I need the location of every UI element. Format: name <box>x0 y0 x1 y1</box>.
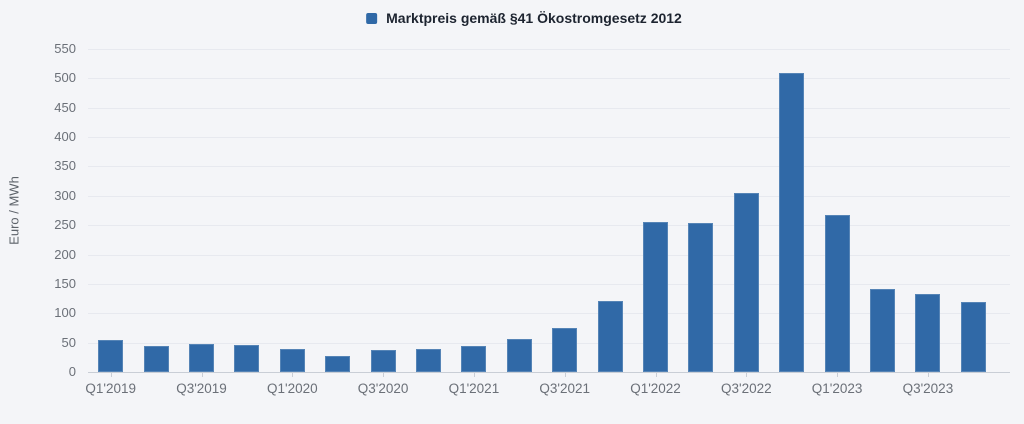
bar-q1-2020[interactable] <box>279 348 305 372</box>
bar-q4-2023[interactable] <box>960 302 986 372</box>
gridline-500 <box>88 78 1010 80</box>
gridline-550 <box>88 49 1010 50</box>
bar-q2-2019[interactable] <box>143 346 169 372</box>
gridline-150 <box>88 283 1010 285</box>
y-tick-label-250: 250 <box>54 217 76 233</box>
bar-q4-2020[interactable] <box>416 349 441 372</box>
bar-q2-2020[interactable] <box>325 355 351 372</box>
bar-q2-2023[interactable] <box>870 288 895 372</box>
x-tick-q1-2021 <box>473 372 475 377</box>
x-tick-label-q1-2023: Q1'2023 <box>811 381 863 396</box>
bar-q1-2022[interactable] <box>643 222 668 372</box>
x-tick-q3-2020 <box>383 372 385 377</box>
bar-q3-2020[interactable] <box>370 350 396 372</box>
y-tick-label-350: 350 <box>54 158 76 174</box>
x-tick-q1-2022 <box>655 372 657 377</box>
legend-series-marker-icon <box>366 12 378 24</box>
x-tick-q3-2022 <box>746 372 748 377</box>
plot-area <box>88 49 1010 377</box>
y-tick-label-150: 150 <box>54 275 76 291</box>
legend-item[interactable]: Marktpreis gemäß §41 Ökostromgesetz 2012 <box>366 10 682 26</box>
x-tick-label-q3-2023: Q3'2023 <box>902 381 954 396</box>
bar-q4-2019[interactable] <box>234 345 260 372</box>
bar-q3-2023[interactable] <box>915 294 941 372</box>
bar-q2-2022[interactable] <box>688 223 714 372</box>
x-tick-label-q3-2022: Q3'2022 <box>720 381 772 396</box>
x-tick-q3-2021 <box>564 372 566 377</box>
gridline-50 <box>88 342 1010 344</box>
gridline-200 <box>88 254 1010 256</box>
y-tick-label-400: 400 <box>54 129 76 145</box>
x-axis-line <box>88 372 1010 373</box>
x-tick-label-q3-2020: Q3'2020 <box>357 381 409 396</box>
y-tick-label-200: 200 <box>54 246 76 262</box>
gridline-250 <box>88 225 1010 227</box>
x-tick-label-q1-2020: Q1'2020 <box>266 381 318 396</box>
y-tick-label-550: 550 <box>54 41 76 56</box>
bar-q1-2019[interactable] <box>98 339 124 372</box>
x-tick-q3-2023 <box>927 372 929 377</box>
y-tick-label-50: 50 <box>61 334 76 350</box>
bar-q1-2023[interactable] <box>824 215 850 372</box>
bar-q3-2021[interactable] <box>552 327 578 372</box>
bar-q2-2021[interactable] <box>506 339 532 372</box>
y-tick-label-500: 500 <box>54 70 76 86</box>
y-tick-label-300: 300 <box>54 187 76 203</box>
x-tick-label-q1-2019: Q1'2019 <box>85 381 136 396</box>
y-tick-label-0: 0 <box>68 364 76 379</box>
gridline-300 <box>88 195 1010 197</box>
gridline-350 <box>88 166 1010 168</box>
bar-q4-2022[interactable] <box>779 72 805 372</box>
y-tick-label-450: 450 <box>54 99 76 115</box>
x-tick-label-q3-2019: Q3'2019 <box>176 381 227 396</box>
x-tick-label-q1-2022: Q1'2022 <box>630 381 681 396</box>
x-tick-q1-2020 <box>292 372 294 377</box>
gridline-400 <box>88 137 1010 139</box>
gridline-100 <box>88 313 1010 315</box>
x-tick-q3-2019 <box>201 372 203 377</box>
bar-q3-2019[interactable] <box>189 344 214 372</box>
x-tick-q1-2019 <box>110 372 112 377</box>
y-tick-label-100: 100 <box>54 305 76 321</box>
x-tick-label-q3-2021: Q3'2021 <box>539 381 590 396</box>
legend-series-label: Marktpreis gemäß §41 Ökostromgesetz 2012 <box>386 10 682 26</box>
bar-q4-2021[interactable] <box>597 300 623 372</box>
x-tick-label-q1-2021: Q1'2021 <box>448 381 500 396</box>
gridline-450 <box>88 107 1010 109</box>
bar-q1-2021[interactable] <box>461 345 487 372</box>
bar-q3-2022[interactable] <box>733 193 759 372</box>
x-tick-q1-2023 <box>837 372 839 377</box>
y-axis-title: Euro / MWh <box>6 176 22 245</box>
